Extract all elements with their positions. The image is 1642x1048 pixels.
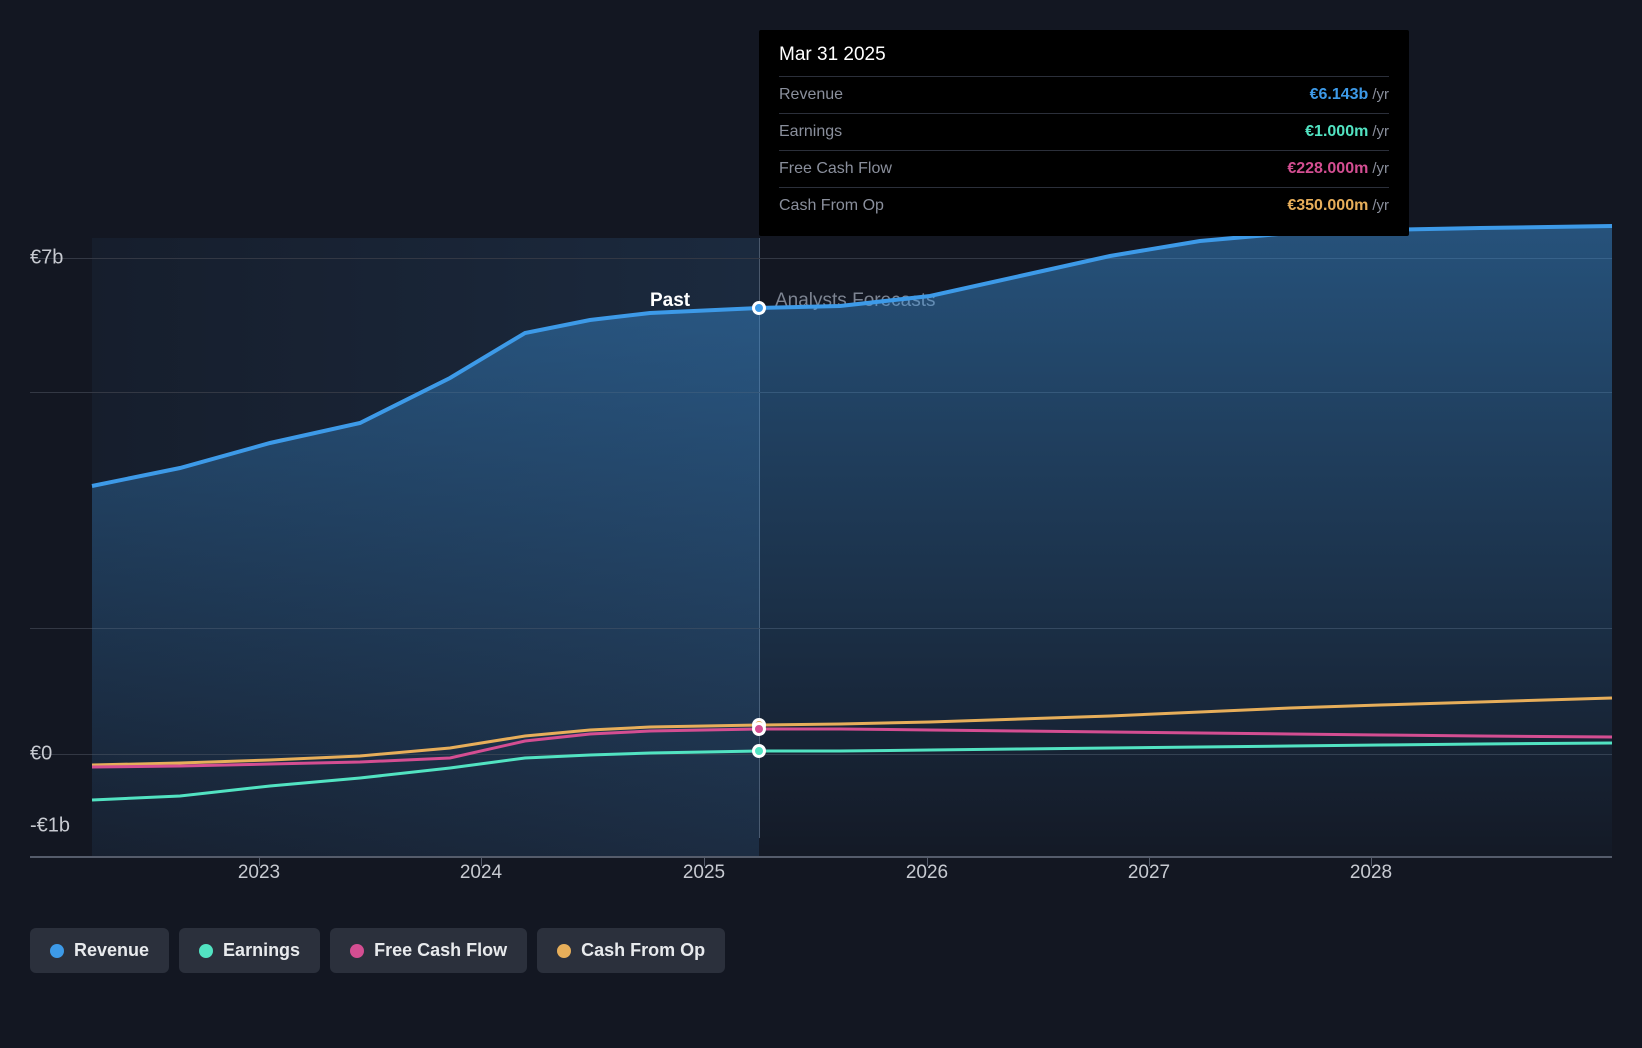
x-axis-labels: 2023 2024 2025 2026 2027 2028 [30,862,1612,892]
x-axis-line [30,856,1612,858]
marker-revenue[interactable] [752,301,766,315]
marker-earnings[interactable] [752,744,766,758]
tooltip-rows: Revenue €6.143b/yr Earnings €1.000m/yr F… [779,76,1389,224]
legend-dot-earnings [199,944,213,958]
tooltip-label-fcf: Free Cash Flow [779,160,892,178]
financial-chart: Mar 31 2025 Revenue €6.143b/yr Earnings … [0,0,1642,1048]
x-axis-label-2027: 2027 [1128,862,1170,884]
tooltip-label-revenue: Revenue [779,86,843,104]
legend-item-revenue[interactable]: Revenue [30,928,169,973]
legend-item-cashfromop[interactable]: Cash From Op [537,928,725,973]
tooltip-value-fcf: €228.000m/yr [1287,160,1389,178]
legend-label-earnings: Earnings [223,940,300,961]
x-axis-label-2023: 2023 [238,862,280,884]
tooltip-row-revenue: Revenue €6.143b/yr [779,76,1389,113]
legend-label-freecashflow: Free Cash Flow [374,940,507,961]
tooltip-value-revenue: €6.143b/yr [1310,86,1389,104]
tooltip-date: Mar 31 2025 [779,44,1389,66]
x-axis-label-2028: 2028 [1350,862,1392,884]
tooltip-label-cashop: Cash From Op [779,197,884,215]
chart-lines-svg [30,238,1612,856]
marker-freecashflow[interactable] [752,722,766,736]
tooltip-value-cashop: €350.000m/yr [1287,197,1389,215]
legend-dot-cashfromop [557,944,571,958]
plot-area: €7b €0 -€1b Past Analysts Forecasts [30,238,1612,856]
legend-item-earnings[interactable]: Earnings [179,928,320,973]
x-axis-label-2024: 2024 [460,862,502,884]
tooltip-label-earnings: Earnings [779,123,842,141]
tooltip-value-earnings: €1.000m/yr [1305,123,1389,141]
legend-dot-freecashflow [350,944,364,958]
tooltip-row-earnings: Earnings €1.000m/yr [779,113,1389,150]
chart-legend: Revenue Earnings Free Cash Flow Cash Fro… [30,928,725,973]
x-axis-label-2026: 2026 [906,862,948,884]
legend-dot-revenue [50,944,64,958]
tooltip-box: Mar 31 2025 Revenue €6.143b/yr Earnings … [759,30,1409,236]
legend-label-revenue: Revenue [74,940,149,961]
legend-label-cashfromop: Cash From Op [581,940,705,961]
legend-item-freecashflow[interactable]: Free Cash Flow [330,928,527,973]
tooltip-row-cashop: Cash From Op €350.000m/yr [779,187,1389,224]
tooltip-row-fcf: Free Cash Flow €228.000m/yr [779,150,1389,187]
x-axis-label-2025: 2025 [683,862,725,884]
